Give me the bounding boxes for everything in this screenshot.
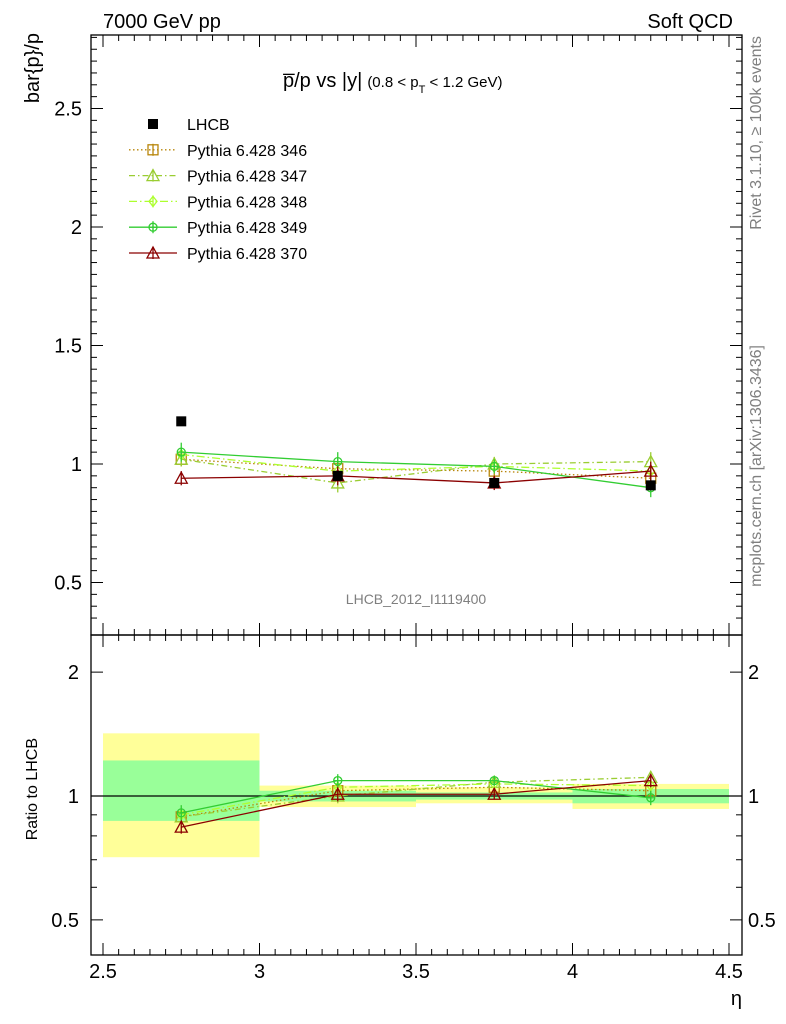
legend-entry-lhcb: LHCB [148,117,230,134]
data-point-marker [643,773,658,787]
data-point-marker [148,222,158,232]
x-tick-label: 2.5 [89,961,117,983]
data-point-marker [646,793,656,803]
legend-label: Pythia 6.428 346 [187,143,307,160]
legend-entry-p370: Pythia 6.428 370 [129,245,307,263]
plot-title-sub: (0.8 < p [367,74,418,91]
plot-title: p̅/p vs |y| (0.8 < pT < 1.2 GeV) [283,70,503,96]
data-point-marker [148,195,158,208]
plot-title-sub-end: < 1.2 GeV) [425,74,502,91]
data-point-marker [176,808,186,818]
data-point-marker [645,779,656,792]
data-point-marker [148,119,158,129]
data-point-marker [332,470,343,481]
main-ylabel: bar{p}/p [22,33,44,103]
series-p370 [174,461,658,491]
x-tick-label: 3.5 [402,961,430,983]
ratio-series-line [181,779,651,828]
x-tick-label: 4 [567,961,578,983]
ratio-series-line [181,783,651,816]
data-point-marker [176,416,187,427]
data-point-marker [489,477,500,488]
ratio-series-p370 [174,773,658,834]
ratio-y-tick-label: 0.5 [51,910,79,932]
ratio-y-tick-label: 2 [68,662,79,684]
series-line [181,458,651,484]
legend-label: Pythia 6.428 348 [187,194,307,211]
plot-title-sub-index: T [419,84,426,96]
series-lhcb [176,416,656,491]
main-y-tick-label: 0.5 [54,573,82,595]
rivet-label: Rivet 3.1.10, ≥ 100k events [748,36,765,230]
x-tick-label: 3 [254,961,265,983]
data-point-marker [176,447,186,457]
data-point-marker [643,463,658,477]
main-y-tick-label: 2 [71,217,82,239]
data-point-marker [333,775,343,786]
legend-entry-p346: Pythia 6.428 346 [129,143,307,160]
data-point-marker [174,470,189,484]
header-right: Soft QCD [647,11,733,33]
ratio-y-tick-label-right: 1 [748,786,759,808]
main-y-tick-label: 1.5 [54,336,82,358]
ratio-panel: 2.5 3 3.5 4 4.5 0.5 0.5 1 1 2 2 [51,634,776,983]
x-axis-label: η [731,988,742,1010]
ratio-series-p349 [176,774,656,821]
legend-label: Pythia 6.428 370 [187,246,307,263]
legend: LHCB Pythia 6.428 346 Pythia 6.428 347 Pyth… [129,117,307,263]
data-point-marker [330,786,345,800]
legend-label: Pythia 6.428 349 [187,220,307,237]
ratio-series-line [181,779,651,814]
series-line [181,453,651,472]
legend-entry-p348: Pythia 6.428 348 [129,194,307,211]
ratio-ylabel: Ratio to LHCB [24,738,41,840]
data-point-marker [145,245,161,259]
ratio-y-tick-label-right: 0.5 [748,910,776,932]
legend-label: LHCB [187,117,230,134]
analysis-watermark: LHCB_2012_I1119400 [346,591,487,607]
data-point-marker [645,480,656,491]
main-panel: 0.5 1 1.5 2 2.5 [54,34,743,636]
data-point-marker [147,144,159,156]
data-point-marker [489,775,499,786]
data-point-marker [145,168,161,182]
data-point-marker [174,819,189,833]
mcplots-label: mcplots.cern.ch [arXiv:1306.3436] [748,345,765,587]
data-point-marker [333,456,343,467]
main-y-tick-label: 2.5 [54,99,82,121]
ratio-y-tick-label: 1 [68,786,79,808]
data-point-marker [487,786,502,800]
data-point-marker [489,461,499,472]
header-left: 7000 GeV pp [103,11,221,33]
data-point-marker [330,475,345,489]
ratio-y-tick-label-right: 2 [748,662,759,684]
series-p347 [174,451,658,493]
legend-label: Pythia 6.428 347 [187,169,307,186]
ratio-series-line [181,776,651,818]
legend-entry-p347: Pythia 6.428 347 [129,168,307,186]
main-y-tick-label: 1 [71,454,82,476]
data-point-marker [174,451,189,465]
x-tick-label: 4.5 [715,961,743,983]
plot-title-main: p̅/p vs |y| [283,70,362,92]
series-line [181,470,651,484]
legend-entry-p349: Pythia 6.428 349 [129,220,307,237]
